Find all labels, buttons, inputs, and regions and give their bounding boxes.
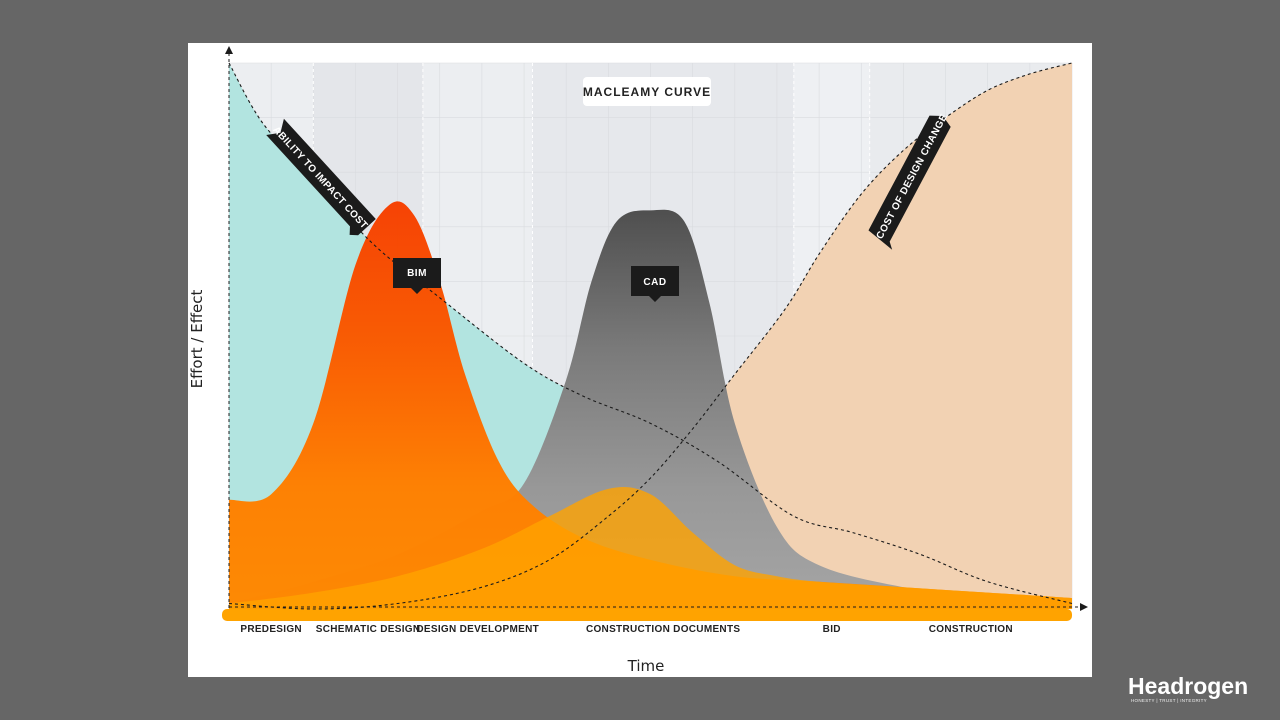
phase-label: SCHEMATIC DESIGN: [316, 624, 421, 635]
bim-area: [229, 201, 1072, 610]
title-box: [583, 77, 711, 106]
cost-of-change-area: [229, 63, 1072, 609]
cad-tag-label: CAD: [643, 277, 666, 288]
ability-ribbon-shape: [266, 118, 376, 236]
cost-ribbon-shape: [868, 115, 951, 250]
bim-tag: [393, 258, 441, 294]
cad-tag: [631, 266, 679, 302]
phase-label: CONSTRUCTION DOCUMENTS: [586, 624, 740, 635]
baseline-strip: [222, 609, 1072, 621]
x-axis-title: Time: [627, 657, 665, 675]
cost-of-change-curve-line: [228, 62, 1073, 610]
x-axis-arrow: [1080, 603, 1088, 611]
slide-canvas: PREDESIGN SCHEMATIC DESIGN DESIGN DEVELOPM…: [188, 43, 1092, 677]
area-series: [222, 63, 1072, 621]
chart-title: MACLEAMY CURVE: [583, 85, 711, 99]
logo-wordmark: Headrogen: [1128, 673, 1249, 699]
headrogen-logo: Headrogen HONESTY | TRUST | INTEGRITY: [1128, 672, 1262, 712]
phase-label: CONSTRUCTION: [929, 624, 1013, 635]
phase-label: BID: [823, 624, 841, 635]
y-axis-arrow: [225, 46, 233, 54]
bim-tag-label: BIM: [407, 268, 427, 279]
logo-tagline: HONESTY | TRUST | INTEGRITY: [1131, 698, 1207, 703]
y-axis-title: Effort / Effect: [188, 289, 206, 388]
cad-area: [229, 209, 1072, 609]
phase-label: DESIGN DEVELOPMENT: [416, 624, 539, 635]
phase-label: PREDESIGN: [240, 624, 302, 635]
axes: [225, 46, 1088, 611]
construction-overlap-area: [229, 487, 1072, 609]
